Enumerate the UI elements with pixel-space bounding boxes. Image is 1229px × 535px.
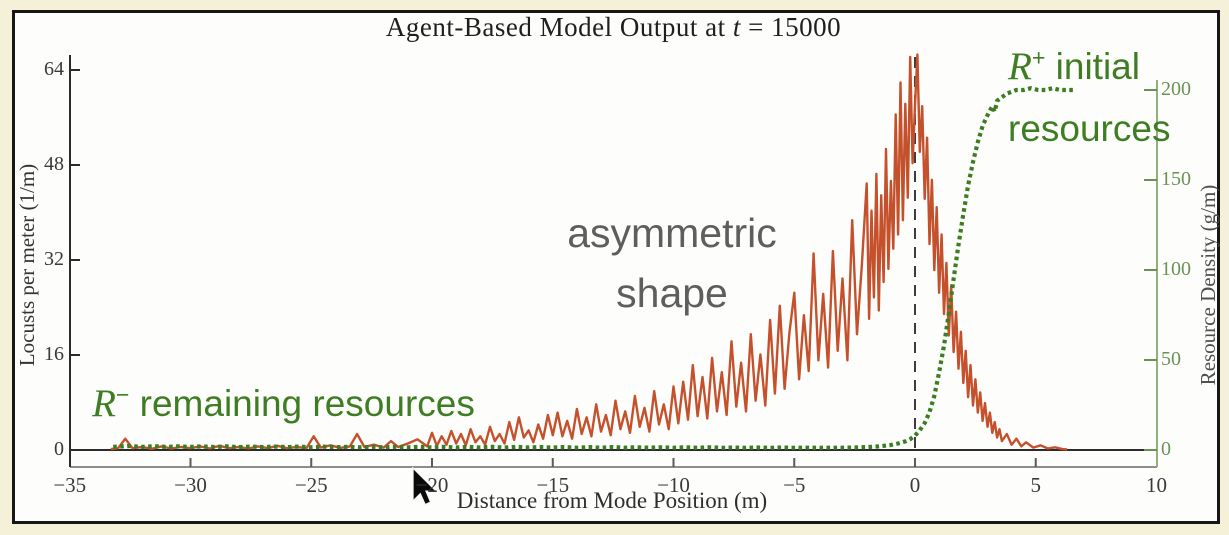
y-tick-label-left: 16 [44, 343, 64, 365]
annotation-remaining-resources: R− remaining resources [92, 381, 475, 425]
x-tick-label: 10 [1146, 473, 1167, 497]
x-tick-label: −15 [536, 473, 570, 497]
x-tick-label: −25 [294, 473, 328, 497]
x-tick-label: −10 [657, 473, 690, 497]
y-tick-label-left: 48 [44, 153, 64, 175]
x-tick-label: −20 [415, 473, 449, 497]
chart-title: Agent-Based Model Output at t = 15000 [385, 12, 842, 42]
y-axis-label-right: Resource Density (g/m) [1196, 184, 1220, 386]
y-tick-label-right: 100 [1161, 258, 1191, 280]
x-tick-label: −35 [53, 473, 87, 497]
y-tick-label-left: 0 [54, 438, 64, 460]
x-tick-label: −30 [174, 473, 207, 497]
x-tick-label: 5 [1030, 473, 1042, 497]
y-tick-label-right: 200 [1161, 78, 1191, 100]
x-tick-label: −5 [783, 473, 806, 497]
y-tick-label-right: 50 [1161, 348, 1181, 370]
y-tick-label-left: 32 [44, 248, 64, 270]
x-tick-label: 0 [909, 473, 921, 497]
x-axis-label: Distance from Mode Position (m) [456, 488, 768, 513]
y-tick-label-left: 64 [44, 58, 64, 80]
y-tick-label-right: 150 [1161, 168, 1191, 190]
annotation-initial-resources: R+ initial resources [1008, 44, 1171, 149]
annotation-asymmetric-shape: asymmetric shape [567, 210, 777, 316]
y-tick-label-right: 0 [1161, 438, 1171, 460]
